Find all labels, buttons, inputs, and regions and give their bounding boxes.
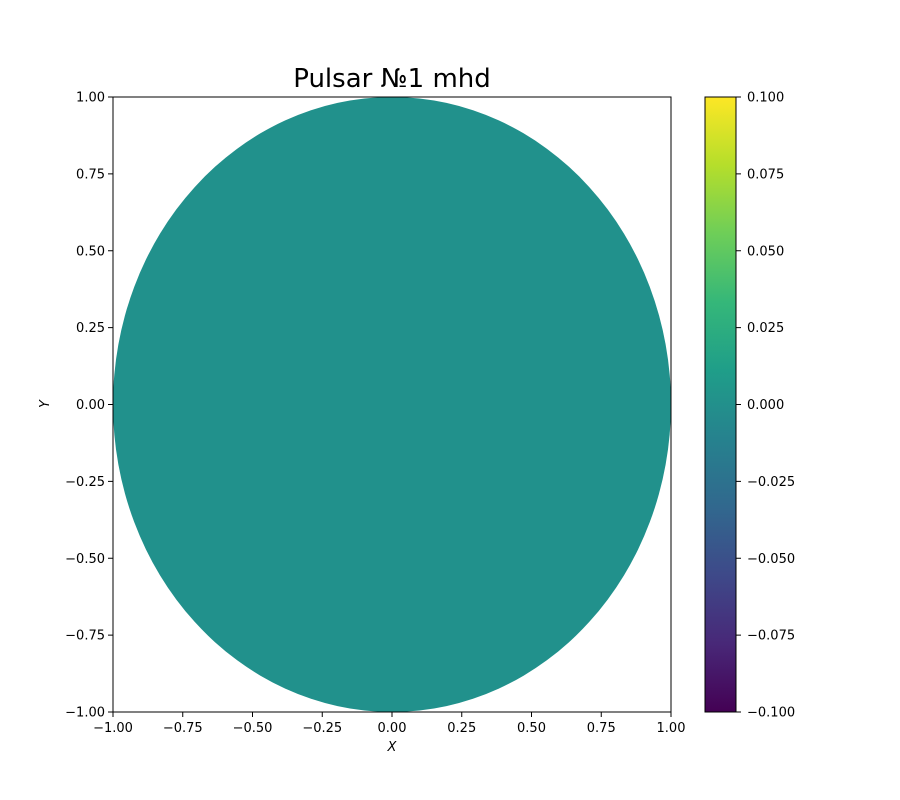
x-tick-label: −0.50	[233, 721, 273, 736]
y-axis: −1.00 −0.75 −0.50 −0.25 0.00 0.25 0.50 0.75 1.00	[65, 91, 113, 721]
colorbar-tick-label: −0.075	[747, 629, 795, 644]
colorbar-tick-label: 0.025	[747, 321, 784, 336]
y-tick-label: 0.00	[76, 398, 105, 413]
x-tick-label: 0.75	[587, 721, 616, 736]
colorbar-ticks: 0.100 0.075 0.050 0.025 0.000 −0.025 −0.050 −0.…	[736, 91, 795, 721]
colorbar-gradient	[705, 97, 736, 712]
y-axis-label: Y	[38, 399, 53, 408]
colorbar-tick-label: 0.100	[747, 91, 784, 106]
colorbar-tick-label: 0.075	[747, 167, 784, 182]
x-tick-label: 0.25	[447, 721, 476, 736]
chart-title: Pulsar №1 mhd	[293, 64, 491, 94]
colorbar: 0.100 0.075 0.050 0.025 0.000 −0.025 −0.050 −0.…	[704, 91, 795, 721]
colorbar-tick-label: 0.000	[747, 398, 784, 413]
colorbar-tick-label: −0.100	[747, 706, 795, 721]
y-tick-label: −0.50	[65, 552, 105, 567]
x-axis: −1.00 −0.75 −0.50 −0.25 0.00 0.25 0.50 0.75 1.00	[93, 712, 685, 736]
colorbar-tick-label: −0.025	[747, 475, 795, 490]
x-tick-label: 0.00	[378, 721, 407, 736]
field-disk	[113, 97, 671, 712]
y-tick-label: 0.50	[76, 244, 105, 259]
x-tick-label: −0.75	[163, 721, 203, 736]
y-tick-label: 0.25	[76, 321, 105, 336]
y-tick-label: 1.00	[76, 91, 105, 106]
x-axis-label: X	[387, 740, 398, 755]
y-tick-label: −0.75	[65, 629, 105, 644]
y-tick-label: 0.75	[76, 167, 105, 182]
x-tick-label: 0.50	[517, 721, 546, 736]
colorbar-tick-label: −0.050	[747, 552, 795, 567]
x-tick-label: −0.25	[302, 721, 342, 736]
plot-area	[112, 96, 672, 713]
y-tick-label: −0.25	[65, 475, 105, 490]
y-tick-label: −1.00	[65, 706, 105, 721]
colorbar-tick-label: 0.050	[747, 244, 784, 259]
x-tick-label: 1.00	[657, 721, 686, 736]
x-tick-label: −1.00	[93, 721, 133, 736]
